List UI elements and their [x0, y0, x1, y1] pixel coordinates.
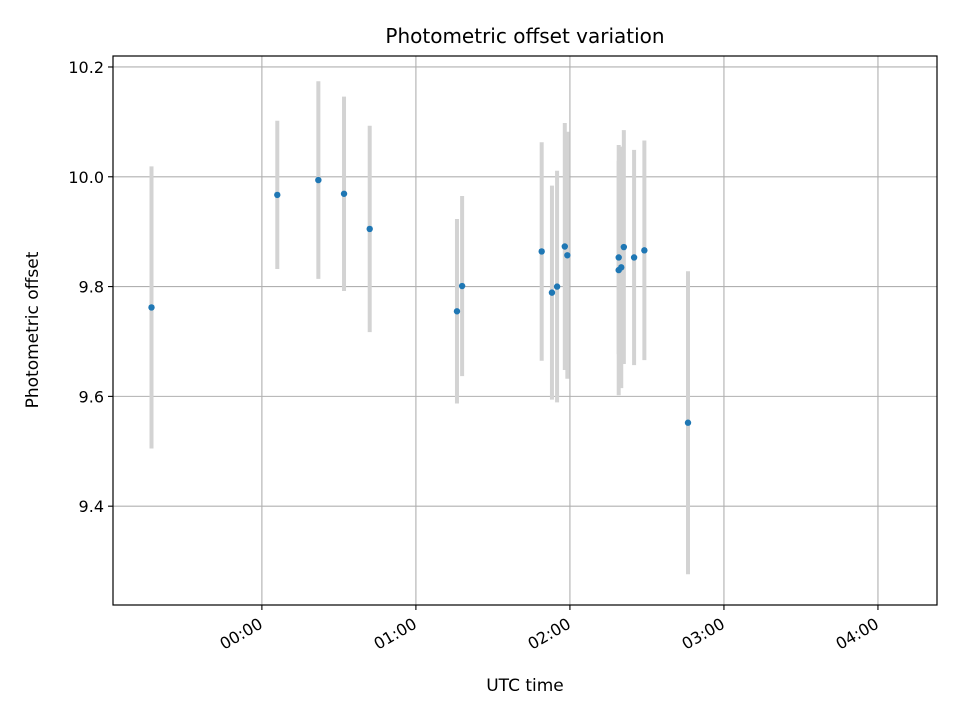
y-tick-label: 9.4 [79, 497, 104, 516]
chart-title: Photometric offset variation [385, 24, 664, 48]
y-tick-label: 9.8 [79, 278, 104, 297]
y-axis-ticks: 9.4 9.6 9.8 10.0 10.2 [68, 58, 113, 516]
data-point [564, 252, 571, 259]
data-point [340, 190, 348, 197]
data-point [615, 254, 622, 261]
data-point [366, 225, 373, 233]
y-axis-title: Photometric offset [23, 251, 43, 408]
data-point [553, 283, 561, 290]
data-point [618, 264, 625, 271]
data-point [315, 176, 322, 184]
y-tick-label: 10.0 [68, 168, 104, 187]
data-point [620, 243, 628, 251]
data-point [641, 247, 648, 254]
y-tick-label: 9.6 [79, 387, 104, 406]
data-point [684, 419, 692, 426]
y-tick-label: 10.2 [68, 58, 104, 77]
data-points [148, 176, 692, 426]
data-point [453, 308, 461, 315]
data-point [548, 289, 556, 296]
data-point [274, 191, 281, 199]
data-point [458, 282, 466, 290]
plot-frame [112, 55, 938, 606]
grid [113, 56, 937, 605]
data-point [538, 248, 545, 255]
data-point [630, 254, 638, 261]
x-axis-title: UTC time [486, 676, 564, 696]
data-point [561, 243, 568, 250]
data-point [148, 304, 155, 311]
